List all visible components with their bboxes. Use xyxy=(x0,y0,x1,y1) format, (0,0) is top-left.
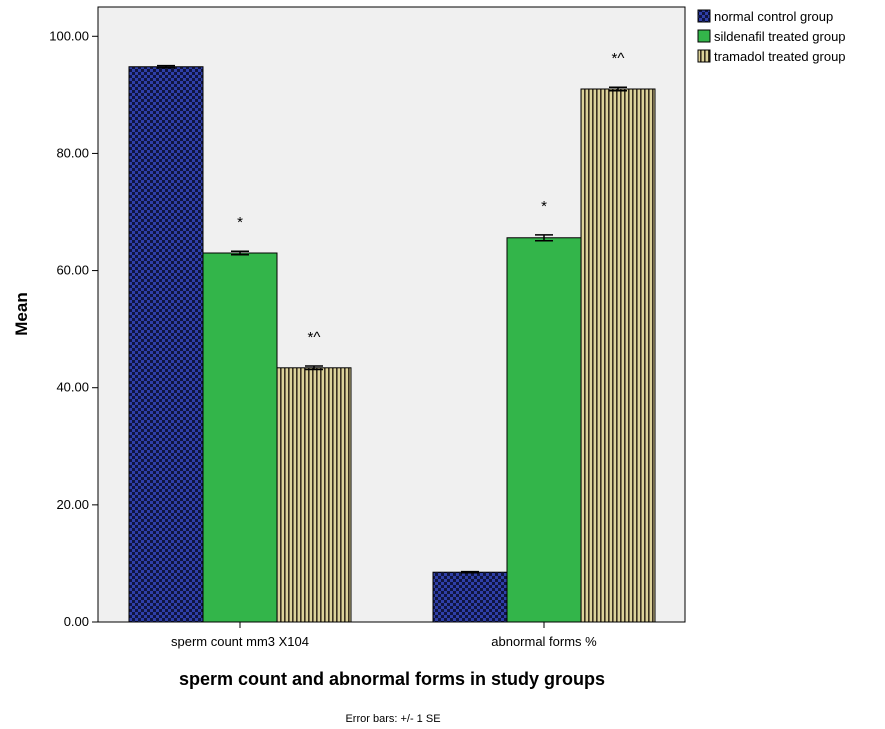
significance-label-s2-c1: *^ xyxy=(612,50,625,67)
legend-swatch-1 xyxy=(697,29,711,43)
legend-swatch-2 xyxy=(697,49,711,63)
bar-s2-c1 xyxy=(580,88,656,623)
legend-label-0: normal control group xyxy=(714,9,833,24)
x-axis-title: sperm count and abnormal forms in study … xyxy=(179,669,605,689)
x-tick-label-1: abnormal forms % xyxy=(491,634,597,649)
y-tick-label-5: 100.00 xyxy=(49,28,89,43)
x-tick-label-0: sperm count mm3 X104 xyxy=(171,634,309,649)
legend-swatch-0 xyxy=(697,9,711,23)
y-tick-label-2: 40.00 xyxy=(56,380,89,395)
significance-label-s1-c0: * xyxy=(237,214,243,231)
x-axis: sperm count mm3 X104 abnormal forms % xyxy=(171,622,597,649)
significance-label-s2-c0: *^ xyxy=(308,329,321,346)
bar-s2-c0 xyxy=(276,367,352,623)
bar-s1-c0 xyxy=(202,252,278,623)
y-tick-label-3: 60.00 xyxy=(56,263,89,278)
legend: normal control group sildenafil treated g… xyxy=(697,9,846,64)
y-tick-label-1: 20.00 xyxy=(56,497,89,512)
y-tick-label-4: 80.00 xyxy=(56,145,89,160)
bar-s0-c1 xyxy=(432,571,508,623)
error-bar-footnote: Error bars: +/- 1 SE xyxy=(345,713,440,725)
bars: * * *^ *^ xyxy=(128,50,656,623)
legend-label-1: sildenafil treated group xyxy=(714,29,846,44)
y-axis: 0.00 20.00 40.00 60.00 80.00 100.00 xyxy=(49,28,98,629)
significance-label-s1-c1: * xyxy=(541,198,547,215)
legend-label-2: tramadol treated group xyxy=(714,49,846,64)
y-axis-title: Mean xyxy=(12,292,31,335)
bar-s0-c0 xyxy=(128,66,204,623)
bar-s1-c1 xyxy=(506,237,582,623)
y-tick-label-0: 0.00 xyxy=(64,614,89,629)
